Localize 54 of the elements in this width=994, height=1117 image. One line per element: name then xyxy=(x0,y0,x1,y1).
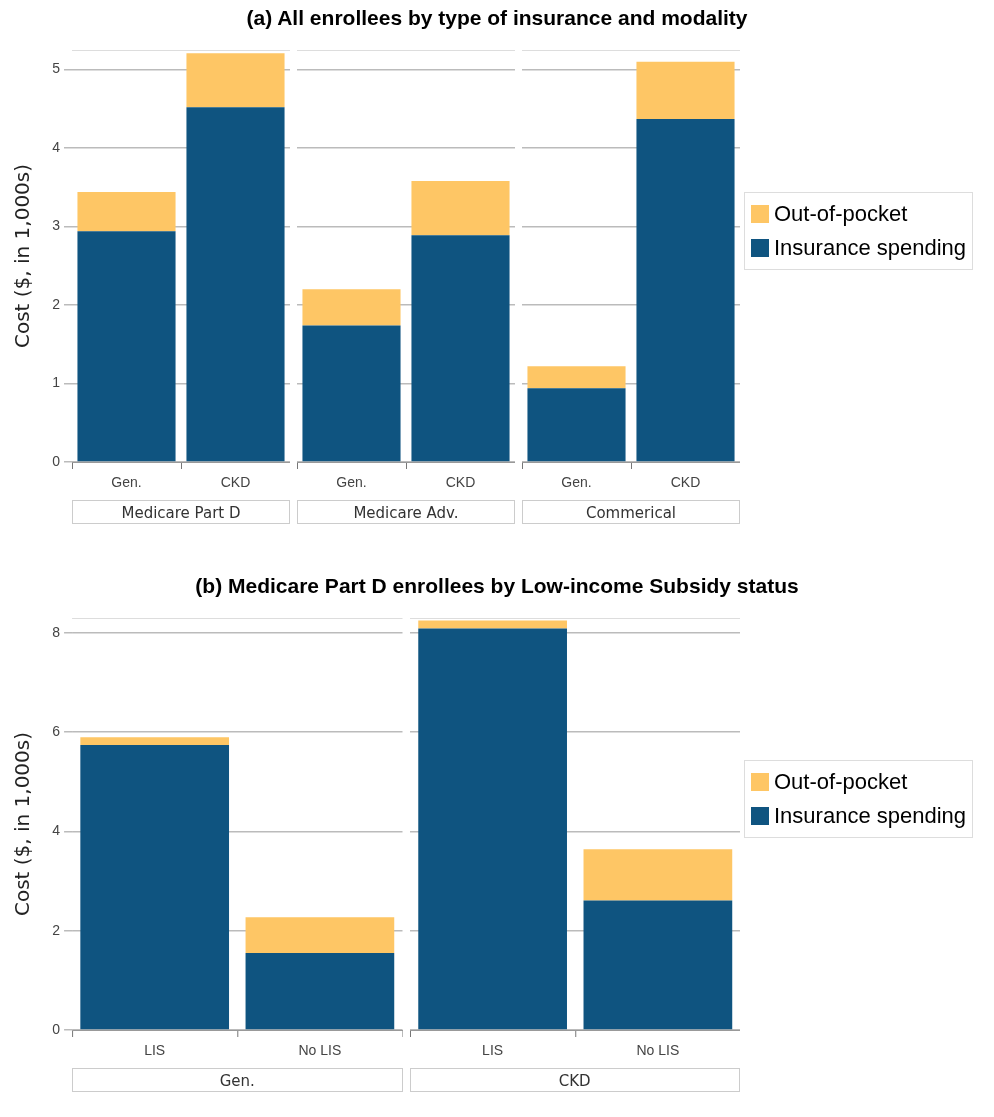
y-tick-label: 6 xyxy=(52,723,61,740)
x-tick-label: LIS xyxy=(144,1042,166,1059)
y-tick-label: 0 xyxy=(52,452,61,469)
bar xyxy=(527,388,626,462)
bar xyxy=(80,745,230,1030)
bar xyxy=(77,231,176,462)
x-tick-label: Gen. xyxy=(561,474,592,491)
x-tick-label: CKD xyxy=(220,474,251,491)
y-tick-label: 8 xyxy=(52,623,61,640)
bar xyxy=(583,849,732,901)
bar xyxy=(636,61,735,120)
bar xyxy=(411,181,510,236)
bar xyxy=(80,737,230,746)
bar xyxy=(77,192,176,232)
bar xyxy=(186,53,285,108)
x-tick-label: CKD xyxy=(445,474,476,491)
bar xyxy=(417,620,567,629)
y-tick-label: 1 xyxy=(52,374,61,391)
y-tick-label: 2 xyxy=(52,921,61,938)
x-tick-label: LIS xyxy=(481,1042,503,1059)
bar xyxy=(302,289,401,326)
y-tick-label: 3 xyxy=(52,217,61,234)
y-tick-label: 0 xyxy=(52,1020,61,1037)
x-tick-label: No LIS xyxy=(635,1042,679,1059)
y-axis-title: Cost ($, in 1,000s) xyxy=(10,163,35,349)
x-tick-label: No LIS xyxy=(298,1042,342,1059)
x-axis-title: CKD xyxy=(409,1068,740,1092)
legend-label: Out-of-pocket xyxy=(774,768,908,796)
x-tick-label: Gen. xyxy=(111,474,142,491)
legend-label: Insurance spending xyxy=(774,802,967,830)
text: (b) Medicare Part D enrollees by Low-income Subsidy status xyxy=(194,574,800,598)
bar xyxy=(527,366,626,389)
y-tick-label: 4 xyxy=(52,822,61,839)
bar xyxy=(636,119,735,462)
bar xyxy=(186,107,285,462)
bar xyxy=(302,325,401,462)
x-tick-label: Gen. xyxy=(336,474,367,491)
y-tick-label: 2 xyxy=(52,295,61,312)
bar xyxy=(417,628,567,1030)
chart-title: (a) All enrollees by type of insurance and modality xyxy=(245,6,749,30)
x-axis-title: Gen. xyxy=(72,1068,403,1092)
x-axis-title: Medicare Part D xyxy=(72,500,290,524)
y-tick-label: 5 xyxy=(52,60,61,77)
x-axis-title: Commerical xyxy=(522,500,740,524)
bar xyxy=(583,900,732,1030)
y-tick-label: 4 xyxy=(52,138,61,155)
bar xyxy=(411,235,510,462)
bar xyxy=(245,917,395,954)
legend-label: Insurance spending xyxy=(774,234,967,262)
x-tick-label: CKD xyxy=(670,474,701,491)
x-axis-title: Medicare Adv. xyxy=(297,500,515,524)
legend-label: Out-of-pocket xyxy=(774,200,908,228)
bar xyxy=(245,953,395,1030)
y-axis-title: Cost ($, in 1,000s) xyxy=(10,731,35,917)
